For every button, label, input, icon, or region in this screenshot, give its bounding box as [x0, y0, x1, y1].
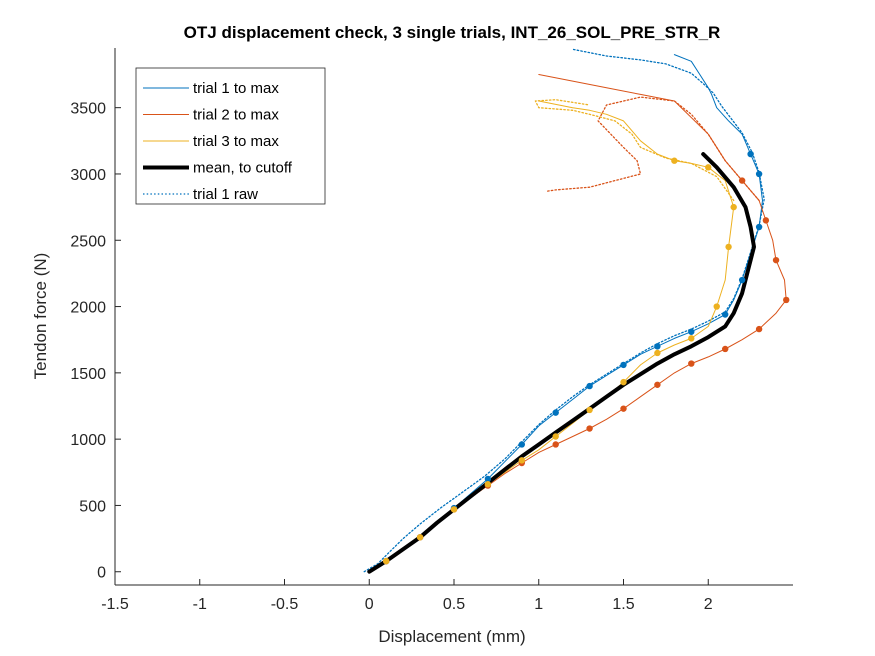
y-tick-label: 3000: [70, 167, 106, 184]
y-tick-label: 2500: [70, 233, 106, 250]
trial3-marker: [730, 203, 737, 211]
x-ticks: -1.5 -1 -0.5 0 0.5 1 1.5 2: [101, 579, 713, 613]
y-tick-label: 1500: [70, 366, 106, 383]
trial3-marker: [450, 506, 458, 513]
x-tick-label: 2: [704, 596, 713, 613]
x-tick-label: 1: [534, 596, 543, 613]
y-axis-label: Tendon force (N): [31, 253, 50, 380]
trial3-marker: [705, 164, 712, 171]
trial1-marker: [484, 475, 492, 483]
trial2-marker: [688, 360, 695, 367]
trial1-marker: [747, 150, 754, 158]
trial1-marker: [755, 223, 763, 231]
trial3-marker: [688, 335, 695, 342]
trial3-marker: [484, 481, 492, 488]
legend-label-trial-1-raw: trial 1 raw: [193, 186, 258, 203]
chart-title: OTJ displacement check, 3 single trials,…: [184, 23, 721, 42]
series-line-raw-overlay-6: [534, 99, 735, 202]
x-tick-label: -1.5: [101, 596, 129, 613]
x-tick-label: -1: [193, 596, 207, 613]
legend-box: [135, 67, 326, 205]
y-ticks: 0 500 1000 1500 2000 2500 3000 3500: [70, 101, 121, 582]
legend: trial 1 to max trial 2 to max trial 3 to m…: [135, 67, 326, 205]
y-tick-label: 2000: [70, 300, 106, 317]
trial3-marker: [725, 243, 732, 251]
trial3-marker: [383, 557, 390, 565]
trial3-marker: [518, 457, 525, 464]
trial3-marker: [713, 303, 720, 310]
trial3-marker: [416, 534, 424, 541]
x-axis-label: Displacement (mm): [378, 627, 525, 646]
trial2-marker: [722, 345, 729, 353]
trial1-marker: [688, 328, 695, 335]
x-tick-label: 1.5: [612, 596, 634, 613]
trial1-marker: [738, 276, 746, 284]
y-tick-label: 1000: [70, 432, 106, 449]
y-tick-label: 3500: [70, 101, 106, 118]
legend-items: trial 1 to max trial 2 to max trial 3 to m…: [143, 80, 293, 203]
trial2-marker: [552, 441, 559, 448]
trial2-marker: [772, 256, 780, 264]
trial1-marker: [755, 170, 763, 178]
trial3-marker: [552, 433, 559, 440]
trial3-marker: [620, 378, 627, 386]
series-line-trial-1-raw: [363, 48, 765, 573]
trial2-marker: [620, 405, 627, 412]
trial1-marker: [722, 311, 729, 318]
legend-label-trial-1-to-max: trial 1 to max: [193, 80, 279, 97]
legend-label-trial-2-to-max: trial 2 to max: [193, 107, 279, 124]
trial2-marker: [755, 325, 763, 333]
trial2-marker: [762, 217, 770, 224]
trial1-marker: [518, 441, 525, 448]
trial2-marker: [783, 296, 790, 304]
x-tick-label: 0: [365, 596, 374, 613]
trial2-marker: [654, 381, 661, 388]
series-line-trial-1-to-max: [368, 54, 763, 573]
marker-layer: [383, 150, 790, 565]
trial1-marker: [552, 409, 559, 416]
trial1-marker: [654, 343, 661, 350]
x-tick-label: -0.5: [271, 596, 299, 613]
trial3-marker: [654, 349, 661, 357]
trial2-marker: [586, 425, 593, 432]
x-tick-label: 0.5: [443, 596, 465, 613]
y-tick-label: 500: [79, 498, 106, 515]
legend-label-trial-3-to-max: trial 3 to max: [193, 133, 279, 150]
trial1-marker: [586, 382, 593, 390]
trial3-marker: [671, 157, 678, 164]
y-tick-label: 0: [97, 565, 106, 582]
trial1-marker: [620, 361, 627, 369]
trial3-marker: [586, 406, 593, 414]
trial2-marker: [738, 177, 746, 184]
legend-label-mean-to-cutoff: mean, to cutoff: [193, 160, 293, 177]
